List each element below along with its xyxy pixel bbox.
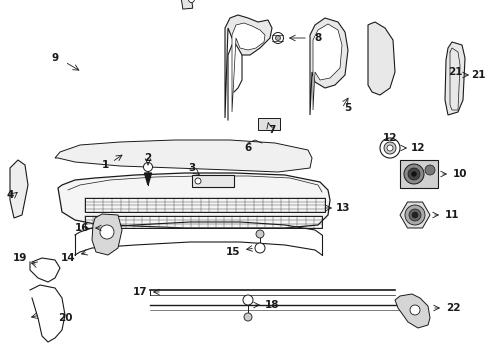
Polygon shape (232, 23, 265, 112)
Circle shape (412, 212, 418, 218)
Text: 22: 22 (446, 303, 460, 313)
Bar (85, 198, 325, 212)
Text: 2: 2 (145, 153, 151, 163)
Circle shape (275, 36, 280, 40)
Text: 18: 18 (265, 300, 279, 310)
Text: 6: 6 (245, 143, 252, 153)
Text: 1: 1 (101, 160, 109, 170)
Circle shape (425, 165, 435, 175)
Polygon shape (310, 18, 348, 115)
Circle shape (404, 164, 424, 184)
Polygon shape (55, 140, 312, 172)
Polygon shape (40, 0, 193, 9)
FancyBboxPatch shape (400, 160, 438, 188)
Circle shape (380, 138, 400, 158)
Circle shape (144, 162, 152, 171)
Text: 21: 21 (448, 67, 462, 77)
Circle shape (189, 0, 195, 3)
Circle shape (412, 171, 416, 176)
Polygon shape (400, 202, 430, 228)
Polygon shape (395, 294, 430, 328)
Text: 12: 12 (383, 133, 397, 143)
Circle shape (272, 32, 284, 44)
Text: 9: 9 (51, 53, 59, 63)
Circle shape (255, 243, 265, 253)
Text: 4: 4 (6, 190, 14, 200)
Polygon shape (145, 173, 151, 185)
Text: 8: 8 (315, 33, 321, 43)
Circle shape (243, 295, 253, 305)
Polygon shape (92, 214, 122, 255)
Text: 14: 14 (61, 253, 75, 263)
Text: 16: 16 (75, 223, 89, 233)
Polygon shape (10, 160, 28, 218)
Text: 10: 10 (453, 169, 467, 179)
FancyBboxPatch shape (192, 175, 234, 187)
Polygon shape (445, 42, 465, 115)
Text: 21: 21 (471, 70, 485, 80)
Circle shape (256, 230, 264, 238)
Text: 20: 20 (58, 313, 72, 323)
Text: 19: 19 (13, 253, 27, 263)
Circle shape (100, 225, 114, 239)
Text: 3: 3 (188, 163, 196, 173)
Polygon shape (225, 15, 272, 118)
Circle shape (409, 209, 421, 221)
Text: 5: 5 (344, 103, 352, 113)
Text: 11: 11 (445, 210, 459, 220)
Text: 15: 15 (226, 247, 240, 257)
Circle shape (410, 305, 420, 315)
Bar (85, 216, 322, 228)
Circle shape (387, 145, 393, 151)
Circle shape (384, 142, 396, 154)
Circle shape (408, 168, 420, 180)
FancyBboxPatch shape (258, 118, 280, 130)
Circle shape (244, 313, 252, 321)
Text: 12: 12 (411, 143, 425, 153)
Polygon shape (313, 24, 342, 110)
Text: 7: 7 (269, 125, 276, 135)
Circle shape (195, 178, 201, 184)
Polygon shape (368, 22, 395, 95)
Text: 13: 13 (336, 203, 350, 213)
Polygon shape (58, 173, 330, 228)
Text: 17: 17 (133, 287, 147, 297)
Circle shape (405, 205, 425, 225)
